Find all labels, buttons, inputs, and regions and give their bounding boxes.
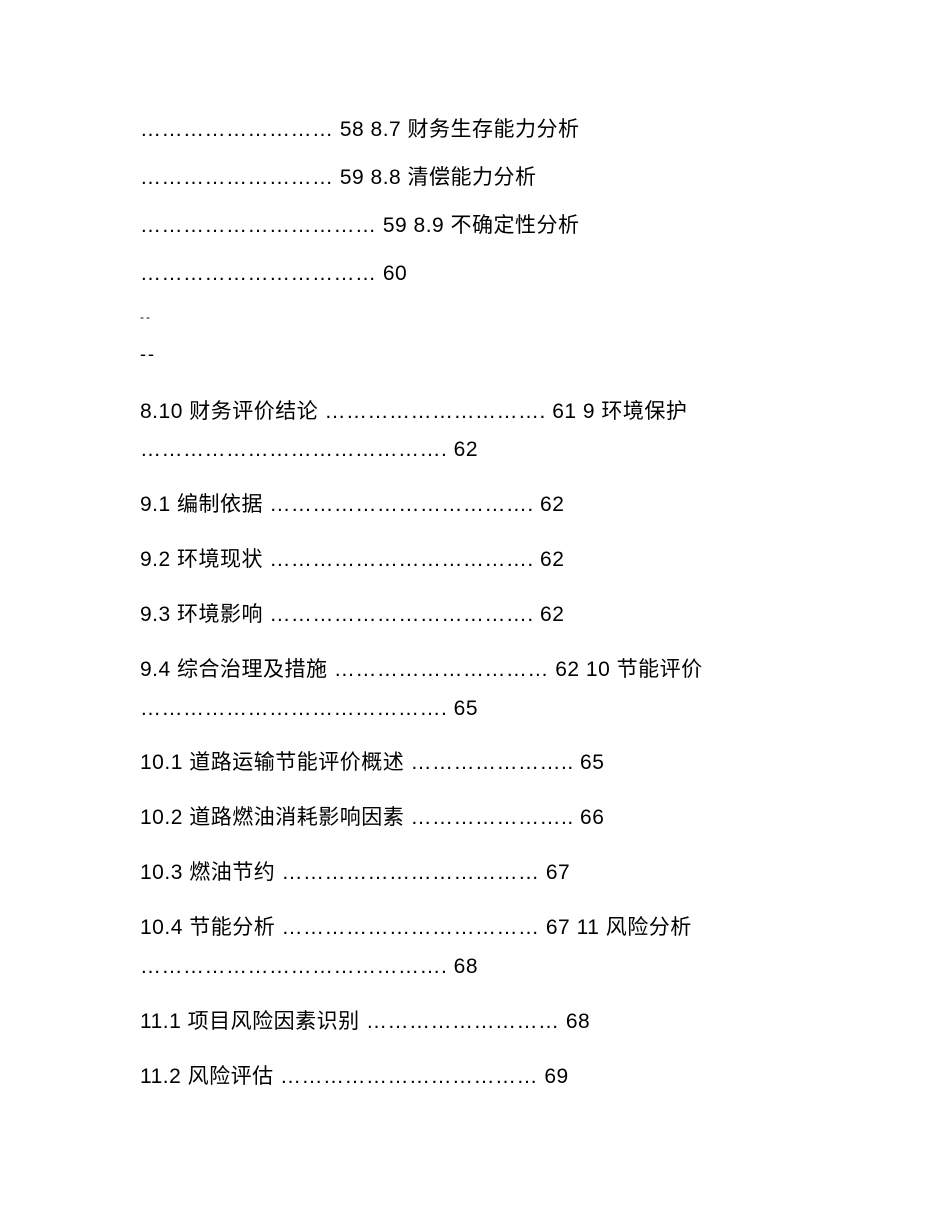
separator-2: -- xyxy=(140,344,810,365)
toc-continuation-line-1: ……………………… 58 8.7 财务生存能力分析 xyxy=(140,110,810,150)
separator-1: -- xyxy=(140,310,810,324)
toc-continuation-line-4: …………………………… 60 xyxy=(140,254,810,294)
toc-continuation-line-3: …………………………… 59 8.9 不确定性分析 xyxy=(140,206,810,246)
toc-entry: 9.3 环境影响 ………………………………. 62 xyxy=(140,596,810,635)
toc-continuation-line-2: ……………………… 59 8.8 清偿能力分析 xyxy=(140,158,810,198)
toc-entry: 8.10 财务评价结论 …………………………. 61 9 环境保护 ………………… xyxy=(140,393,810,471)
toc-entry: 11.2 风险评估 ……………………………… 69 xyxy=(140,1058,810,1097)
toc-entry: 9.1 编制依据 ………………………………. 62 xyxy=(140,486,810,525)
toc-entry: 9.4 综合治理及措施 ………………………… 62 10 节能评价 ………………… xyxy=(140,651,810,729)
toc-entry: 10.2 道路燃油消耗影响因素 ………………….. 66 xyxy=(140,799,810,838)
toc-entry: 9.2 环境现状 ………………………………. 62 xyxy=(140,541,810,580)
toc-entry: 10.1 道路运输节能评价概述 ………………….. 65 xyxy=(140,744,810,783)
toc-entry: 10.3 燃油节约 ……………………………… 67 xyxy=(140,854,810,893)
toc-entry: 10.4 节能分析 ……………………………… 67 11 风险分析 ………………… xyxy=(140,909,810,987)
toc-entry: 11.1 项目风险因素识别 ……………………… 68 xyxy=(140,1003,810,1042)
